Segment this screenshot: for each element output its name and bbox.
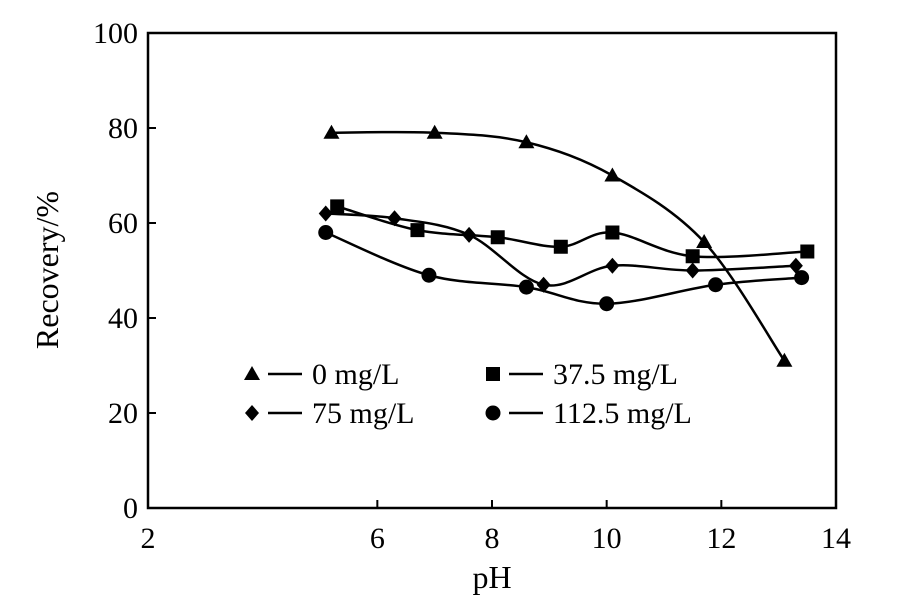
data-point-square: [410, 223, 425, 238]
legend-marker-square: [486, 367, 500, 381]
data-point-triangle: [604, 167, 621, 182]
data-point-square: [490, 230, 505, 245]
data-point-diamond: [387, 210, 402, 227]
data-point-diamond: [462, 226, 477, 243]
legend-marker-triangle: [244, 366, 260, 380]
legend: 0 mg/L 37.5 mg/L 75 mg/L 112.5 mg/L: [244, 358, 692, 430]
data-point-diamond: [605, 257, 620, 274]
data-point-square: [800, 244, 815, 259]
data-point-circle: [421, 267, 437, 283]
y-tick-label: 100: [93, 17, 138, 50]
plot-frame: [146, 31, 838, 510]
series-line: [336, 205, 808, 259]
legend-label: 0 mg/L: [312, 358, 400, 391]
data-point-circle: [599, 296, 615, 312]
data-point-square: [330, 199, 345, 214]
x-tick-label: 6: [370, 522, 385, 555]
data-point-circle: [708, 277, 724, 293]
series-diamond: [318, 205, 803, 293]
axis-ticks: 2 6 8 10 12 14 0 20 40 60 80 100: [93, 17, 851, 555]
data-point-triangle: [426, 124, 443, 139]
y-tick-label: 0: [123, 492, 138, 525]
y-tick-label: 60: [108, 207, 138, 240]
series-square: [330, 199, 815, 264]
legend-label: 112.5 mg/L: [553, 397, 692, 430]
legend-label: 37.5 mg/L: [553, 358, 678, 391]
x-axis-title: pH: [472, 559, 511, 595]
x-tick-label: 2: [141, 522, 156, 555]
x-tick-label: 12: [706, 522, 736, 555]
data-point-diamond: [685, 262, 700, 279]
data-point-triangle: [518, 134, 535, 149]
legend-marker-circle: [485, 405, 501, 421]
y-axis-title: Recovery/%: [29, 191, 65, 349]
x-tick-label: 10: [592, 522, 622, 555]
data-point-circle: [518, 279, 534, 295]
data-point-triangle: [776, 352, 793, 367]
x-tick-label: 14: [821, 522, 851, 555]
series-layer: [318, 124, 815, 367]
legend-label: 75 mg/L: [312, 397, 415, 430]
data-point-triangle: [323, 124, 340, 139]
y-tick-label: 80: [108, 112, 138, 145]
series-circle: [318, 225, 810, 312]
data-point-square: [553, 239, 568, 254]
data-point-square: [685, 249, 700, 264]
data-point-diamond: [788, 257, 803, 274]
data-point-diamond: [318, 205, 333, 222]
data-point-triangle: [696, 234, 713, 248]
legend-marker-diamond: [245, 405, 259, 421]
x-tick-label: 8: [485, 522, 500, 555]
data-point-square: [605, 225, 620, 240]
y-tick-label: 40: [108, 302, 138, 335]
data-point-circle: [318, 225, 334, 240]
data-point-circle: [794, 270, 810, 286]
y-tick-label: 20: [108, 397, 138, 430]
